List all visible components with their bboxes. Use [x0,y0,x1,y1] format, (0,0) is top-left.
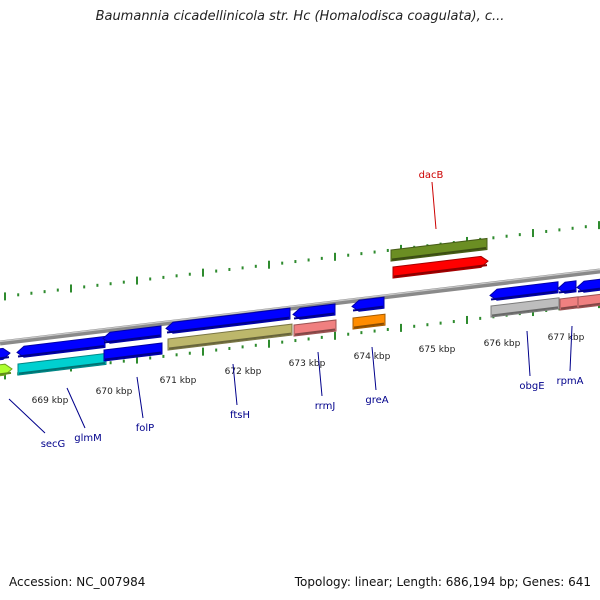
gene-arrow-shade [490,290,558,301]
gene-label-ftsH[interactable]: ftsH [230,410,250,421]
tick-label: 676 kbp [484,339,521,349]
gene-arrow [0,347,11,361]
gene-bar [167,323,293,351]
leader-line-glmM [66,387,86,429]
gene-label-rrmJ[interactable]: rrmJ [315,401,336,412]
gene-label-rpmA[interactable]: rpmA [556,376,583,387]
gene-bar-shade [560,305,578,310]
gene-arrow-shade [0,356,10,360]
gene-arrow-shade [17,344,105,358]
gene-bar [293,319,337,337]
gene-arrow-shade [103,334,161,344]
feature-track [0,237,600,377]
gene-label-dacB[interactable]: dacB [419,170,444,181]
gene-bar-shade [18,361,106,375]
leader-line-ftsH [232,363,238,406]
gene-arrow [0,363,13,377]
gene-bar [390,237,488,262]
tick-label: 670 kbp [96,387,133,397]
gene-bar [490,297,560,318]
tick-label: 675 kbp [419,345,456,355]
tick-label: 677 kbp [548,333,585,343]
gene-arrow-shade [558,289,576,294]
leader-line-folP [136,376,144,419]
tick-label: 669 kbp [32,396,69,406]
genome-summary-text: Topology: linear; Length: 686,194 bp; Ge… [294,575,591,589]
tick-label: 674 kbp [354,352,391,362]
gene-label-secG[interactable]: secG [41,439,66,450]
gene-arrow-shade [0,371,12,376]
map-title: Baumannia cicadellinicola str. Hc (Homal… [95,9,505,24]
gene-bar-shade [168,332,292,350]
gene-arrow-shade [393,264,488,278]
gene-arrow-shade [577,287,600,293]
leader-line-obgE [526,330,531,377]
axis-tick-labels: 669 kbp 670 kbp 671 kbp 672 kbp 673 kbp 674 k… [32,333,585,406]
tick-label: 672 kbp [225,367,262,377]
gene-bar-shade [391,246,487,261]
sequence-backbone-highlight [0,268,600,343]
gene-arrow-shade [166,316,290,334]
leader-line-secG [8,398,46,434]
leader-line-rrmJ [317,351,323,397]
gene-arrow-shade [293,312,335,320]
tick-label: 673 kbp [289,359,326,369]
upper-tick-row [4,221,600,301]
gene-bar-shade [294,328,336,336]
gene-bar [103,342,163,362]
gene-bar-shade [104,351,162,361]
gene-label-greA[interactable]: greA [365,395,388,406]
leader-line-greA [371,346,377,391]
gene-bar [17,352,107,376]
gene-arrow [392,255,489,279]
gene-arrow-shade [352,305,384,312]
accession-text: Accession: NC_007984 [9,575,146,589]
leader-line-dacB [431,181,437,230]
leader-line-rpmA [569,325,573,372]
gene-bar-shade [353,322,385,329]
gene-label-glmM[interactable]: glmM [74,433,102,444]
sequence-backbone [0,268,600,346]
tick-label: 671 kbp [160,376,197,386]
gene-label-folP[interactable]: folP [136,423,154,434]
gene-label-obgE[interactable]: obgE [519,381,544,392]
gene-bar-shade [491,306,559,317]
gene-labels: secG glmM folP ftsH rrmJ greA dacB obgE rpmA [8,170,584,450]
gene-bar-shade [578,302,600,308]
